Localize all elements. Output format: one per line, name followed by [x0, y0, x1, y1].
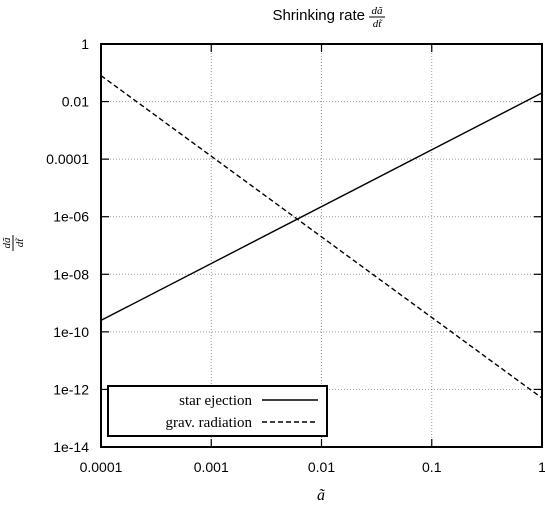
chart-title: Shrinking rate [272, 7, 365, 24]
x-tick-label: 0.1 [422, 459, 442, 475]
y-axis-label-numerator: dã [1, 237, 13, 249]
tick-marks [100, 43, 543, 448]
chart-title-fraction-numerator: dã [372, 5, 384, 17]
grid-lines [101, 44, 542, 447]
y-axis-label-denominator: dt̃ [14, 237, 26, 248]
y-tick-label: 0.01 [62, 94, 89, 110]
x-tick-label: 0.01 [308, 459, 335, 475]
y-tick-label: 1e-08 [53, 266, 89, 282]
y-tick-label: 1e-10 [53, 324, 89, 340]
legend: star ejection grav. radiation [107, 385, 328, 437]
legend-label-grav-radiation: grav. radiation [166, 415, 253, 431]
x-tick-label: 0.0001 [80, 459, 123, 475]
y-axis-label: dã dt̃ [1, 235, 26, 251]
x-tick-label: 0.001 [194, 459, 229, 475]
x-tick-label: 1 [538, 459, 545, 475]
chart-title-fraction-denominator: dt̃ [373, 18, 384, 30]
series-layer [100, 75, 543, 399]
legend-label-star-ejection: star ejection [179, 393, 252, 409]
legend-box [107, 385, 328, 437]
tick-labels: 0.0001 0.001 0.01 0.1 1 1 0.01 0.0001 1e-06 1e-08… [46, 36, 545, 475]
y-tick-label: 0.0001 [46, 151, 89, 167]
y-tick-label: 1 [81, 36, 89, 52]
x-axis-label: ã [317, 487, 325, 504]
y-tick-label: 1e-06 [53, 209, 89, 225]
y-tick-label: 1e-14 [53, 439, 89, 455]
series-line-star-ejection [100, 92, 543, 322]
y-tick-label: 1e-12 [53, 381, 89, 397]
series-line-grav-radiation [100, 75, 543, 399]
